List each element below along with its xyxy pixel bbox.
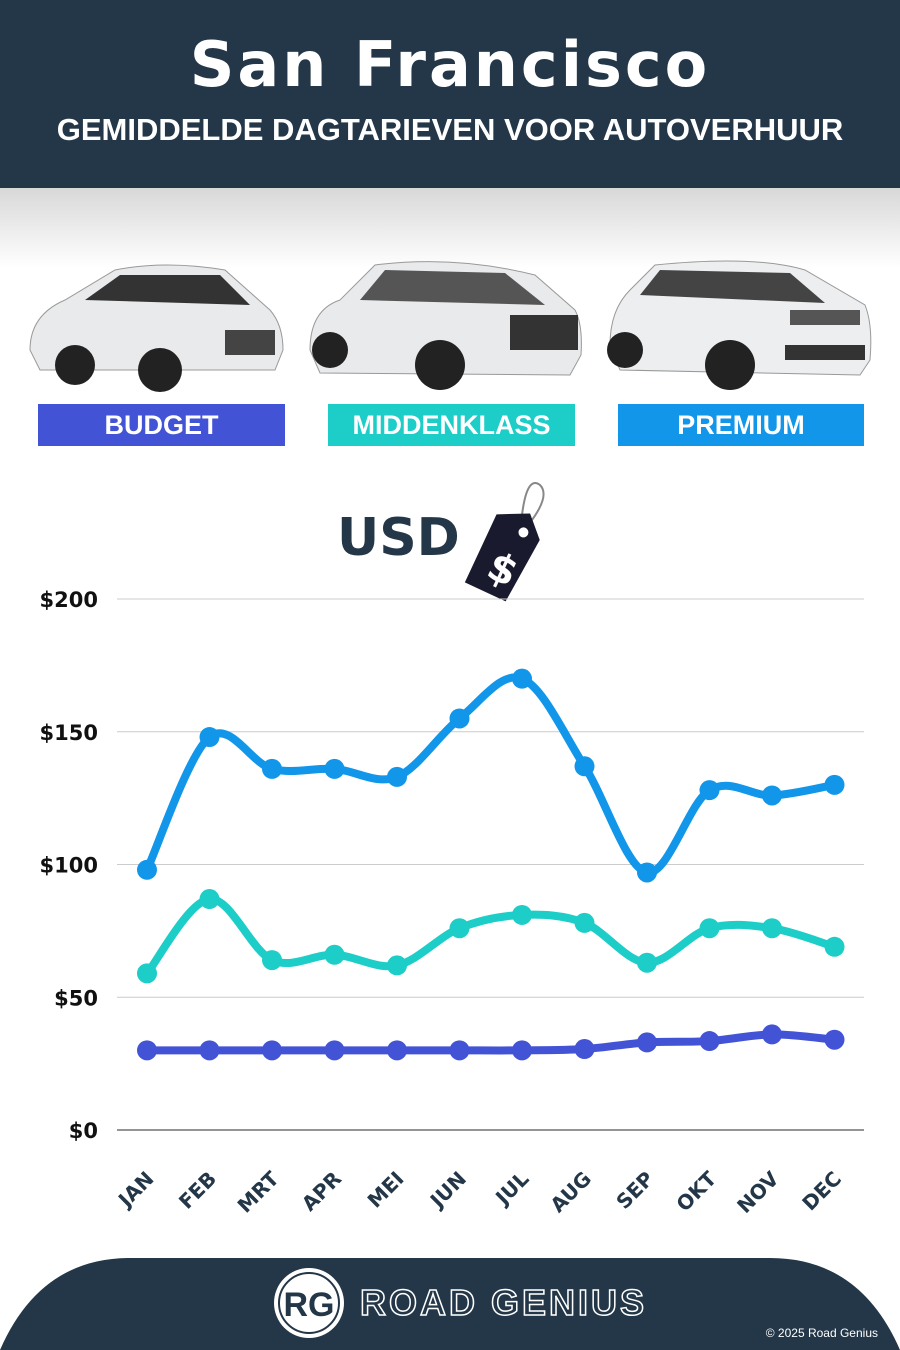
data-point: [824, 1029, 845, 1050]
data-point: [199, 1040, 220, 1061]
x-tick-label: OKT: [671, 1166, 721, 1216]
x-tick-label: JUL: [489, 1166, 533, 1210]
y-tick-label: $50: [54, 986, 98, 1010]
data-point: [324, 944, 345, 965]
x-tick-label: JUN: [424, 1167, 471, 1214]
y-tick-label: $100: [40, 854, 98, 878]
x-tick-label: JAN: [112, 1167, 158, 1213]
data-point: [637, 1032, 657, 1053]
data-point: [637, 952, 657, 973]
series-line-premium: [143, 673, 839, 877]
data-point: [449, 708, 470, 729]
data-point: [637, 862, 657, 883]
data-point: [199, 889, 220, 910]
data-point: [512, 1040, 532, 1061]
x-tick-label: MRT: [233, 1166, 284, 1217]
data-point: [387, 1040, 407, 1061]
data-point: [262, 1040, 282, 1061]
premium-car-image: [607, 260, 872, 390]
data-point: [512, 904, 532, 925]
header: San Francisco GEMIDDELDE DAGTARIEVEN VOO…: [0, 0, 900, 188]
data-point: [387, 766, 407, 787]
x-tick-label: APR: [297, 1167, 346, 1216]
legend-budget: BUDGET: [38, 404, 285, 446]
page-subtitle: GEMIDDELDE DAGTARIEVEN VOOR AUTOVERHUUR: [56, 112, 844, 147]
data-point: [762, 785, 782, 806]
x-tick-label: MEI: [363, 1167, 409, 1213]
brand-name: ROAD GENIUS: [359, 1281, 648, 1324]
x-tick-label: DEC: [797, 1167, 846, 1216]
data-point: [574, 756, 595, 777]
data-point: [262, 950, 282, 971]
x-tick-label: FEB: [174, 1167, 221, 1214]
series-line-budget: [143, 1030, 839, 1055]
copyright: © 2025 Road Genius: [765, 1326, 878, 1340]
x-tick-label: AUG: [545, 1167, 596, 1218]
data-point: [574, 912, 595, 933]
data-point: [324, 1040, 345, 1061]
data-point: [699, 780, 720, 801]
series-line-middenklass: [143, 895, 839, 978]
y-tick-label: $0: [69, 1119, 98, 1143]
midsize-car-image: [309, 261, 582, 390]
data-point: [199, 727, 220, 748]
data-point: [449, 918, 470, 939]
data-point: [137, 1040, 157, 1061]
data-point: [449, 1040, 470, 1061]
header-shadow: [0, 188, 900, 268]
data-point: [824, 936, 845, 957]
price-tag-dollar-icon: $: [464, 482, 545, 602]
data-point: [699, 918, 720, 939]
data-point: [137, 859, 157, 880]
y-tick-label: $200: [40, 588, 98, 612]
y-tick-label: $150: [40, 721, 98, 745]
data-point: [512, 668, 532, 689]
page-title: San Francisco: [189, 28, 711, 101]
legend-midsize: MIDDENKLASS: [328, 404, 575, 446]
currency-label: USD: [337, 508, 460, 568]
data-point: [262, 758, 282, 779]
legend-premium: PREMIUM: [618, 404, 864, 446]
data-point: [574, 1039, 595, 1060]
data-point: [324, 758, 345, 779]
footer-band: RG: [0, 1258, 900, 1350]
x-tick-label: SEP: [611, 1167, 658, 1214]
logo-text: RG: [284, 1286, 335, 1324]
data-point: [762, 1024, 782, 1045]
data-point: [387, 955, 407, 976]
logo-circle: [274, 1268, 344, 1338]
x-tick-label: NOV: [732, 1166, 784, 1218]
line-chart: $0 $50 $100 $150 $200 JAN FEB MRT APR MEI JUN JUL AU…: [40, 588, 864, 1218]
data-point: [137, 963, 157, 984]
data-point: [824, 774, 845, 795]
budget-car-image: [29, 264, 284, 392]
data-point: [699, 1031, 720, 1052]
data-point: [762, 918, 782, 939]
